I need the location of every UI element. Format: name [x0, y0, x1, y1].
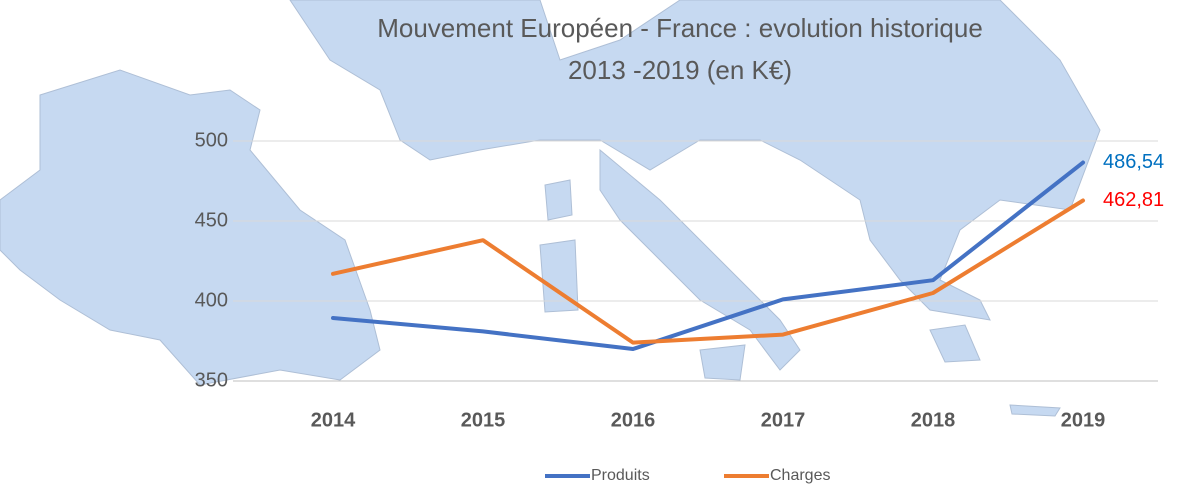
- map-background: [0, 0, 1101, 417]
- series-line: [331, 160, 1085, 351]
- x-tick-label: 2016: [611, 409, 656, 431]
- x-tick-label: 2014: [311, 409, 356, 431]
- y-tick-label: 400: [195, 289, 228, 311]
- x-tick-label: 2019: [1061, 409, 1106, 431]
- legend-label: Produits: [591, 467, 650, 484]
- x-tick-label: 2017: [761, 409, 806, 431]
- y-tick-label: 450: [195, 209, 228, 231]
- x-tick-label: 2015: [461, 409, 506, 431]
- data-label: 486,54: [1103, 151, 1164, 173]
- chart-title: Mouvement Européen - France : evolution …: [377, 13, 983, 43]
- x-tick-label: 2018: [911, 409, 956, 431]
- legend-label: Charges: [770, 467, 830, 484]
- series-line: [331, 198, 1085, 345]
- data-label: 462,81: [1103, 189, 1164, 211]
- chart-title: 2013 -2019 (en K€): [568, 55, 792, 85]
- y-tick-label: 350: [195, 369, 228, 391]
- y-tick-label: 500: [195, 129, 228, 151]
